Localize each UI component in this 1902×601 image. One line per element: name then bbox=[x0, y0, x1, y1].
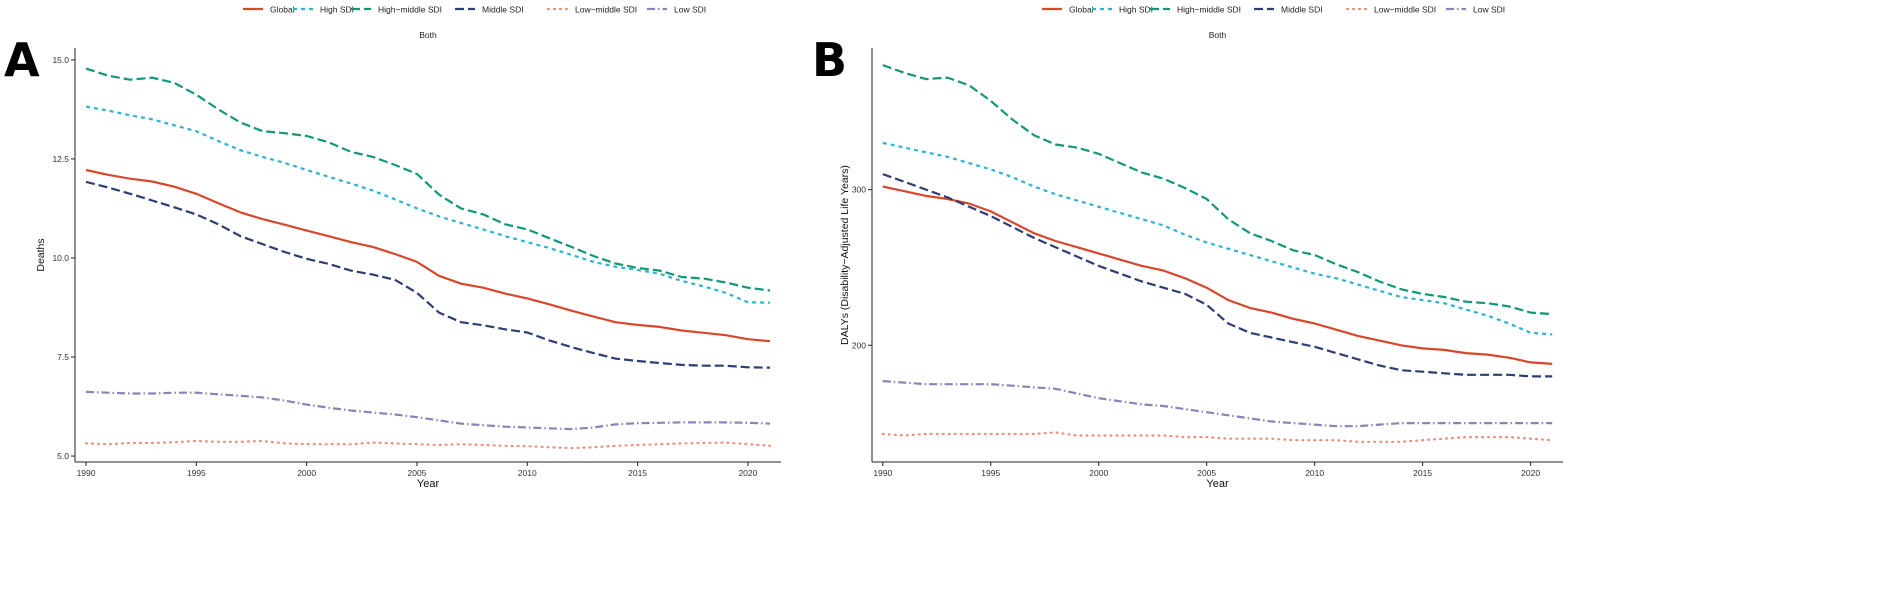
series-line-2 bbox=[882, 64, 1553, 316]
legend-label-4: Low−middle SDI bbox=[575, 5, 637, 15]
x-tick-label: 1995 bbox=[981, 468, 1000, 478]
legend-label-1: High SDI bbox=[320, 5, 354, 15]
series-line-3 bbox=[882, 173, 1553, 378]
y-tick-label: 10.0 bbox=[52, 253, 69, 263]
facet-title: Both bbox=[419, 30, 437, 40]
panel-a: A Global High SDI High−middle SDI Middle SDI… bbox=[4, 5, 781, 490]
x-tick-label: 2010 bbox=[1305, 468, 1324, 478]
series-line-4 bbox=[84, 439, 772, 450]
y-axis-title: DALYs (Disability−Adjusted Life Years) bbox=[839, 165, 851, 345]
x-tick-label: 1995 bbox=[187, 468, 206, 478]
legend-label-3: Middle SDI bbox=[1281, 5, 1323, 15]
legend-label-0: Global bbox=[270, 5, 295, 15]
series-line-1 bbox=[882, 141, 1553, 336]
series-line-5 bbox=[85, 390, 771, 431]
series-line-1 bbox=[85, 105, 771, 304]
x-tick-label: 2015 bbox=[628, 468, 647, 478]
y-tick-label: 300 bbox=[852, 185, 866, 195]
legend-label-5: Low SDI bbox=[1473, 5, 1505, 15]
x-tick-label: 2000 bbox=[1089, 468, 1108, 478]
legend-label-0: Global bbox=[1069, 5, 1094, 15]
panel-letter: A bbox=[4, 33, 40, 87]
panel-b: B Global High SDI High−middle SDI Middle SDI… bbox=[812, 5, 1563, 490]
x-axis-title: Year bbox=[1206, 478, 1229, 490]
series-line-0 bbox=[882, 185, 1553, 365]
y-axis-title: Deaths bbox=[35, 238, 47, 271]
series-line-2 bbox=[85, 67, 771, 292]
y-tick-label: 12.5 bbox=[52, 154, 69, 164]
x-tick-label: 2005 bbox=[408, 468, 427, 478]
x-tick-label: 2020 bbox=[1521, 468, 1540, 478]
x-tick-label: 1990 bbox=[873, 468, 892, 478]
series-line-3 bbox=[85, 180, 771, 369]
facet-title: Both bbox=[1209, 30, 1227, 40]
panel-letter: B bbox=[812, 33, 847, 87]
legend-label-1: High SDI bbox=[1119, 5, 1153, 15]
y-tick-label: 15.0 bbox=[52, 55, 69, 65]
legend-label-2: High−middle SDI bbox=[1177, 5, 1241, 15]
series-line-5 bbox=[882, 380, 1553, 428]
x-tick-label: 2020 bbox=[738, 468, 757, 478]
y-tick-label: 200 bbox=[852, 340, 866, 350]
series-line-0 bbox=[85, 168, 771, 343]
legend-label-2: High−middle SDI bbox=[378, 5, 442, 15]
legend-label-3: Middle SDI bbox=[482, 5, 524, 15]
legend-label-5: Low SDI bbox=[674, 5, 706, 15]
y-tick-label: 7.5 bbox=[57, 352, 69, 362]
legend-label-4: Low−middle SDI bbox=[1374, 5, 1436, 15]
x-axis-title: Year bbox=[417, 478, 440, 490]
series-line-4 bbox=[881, 431, 1554, 443]
x-tick-label: 1990 bbox=[77, 468, 96, 478]
x-tick-label: 2010 bbox=[518, 468, 537, 478]
x-tick-label: 2015 bbox=[1413, 468, 1432, 478]
x-tick-label: 2000 bbox=[297, 468, 316, 478]
y-tick-label: 5.0 bbox=[57, 451, 69, 461]
x-tick-label: 2005 bbox=[1197, 468, 1216, 478]
